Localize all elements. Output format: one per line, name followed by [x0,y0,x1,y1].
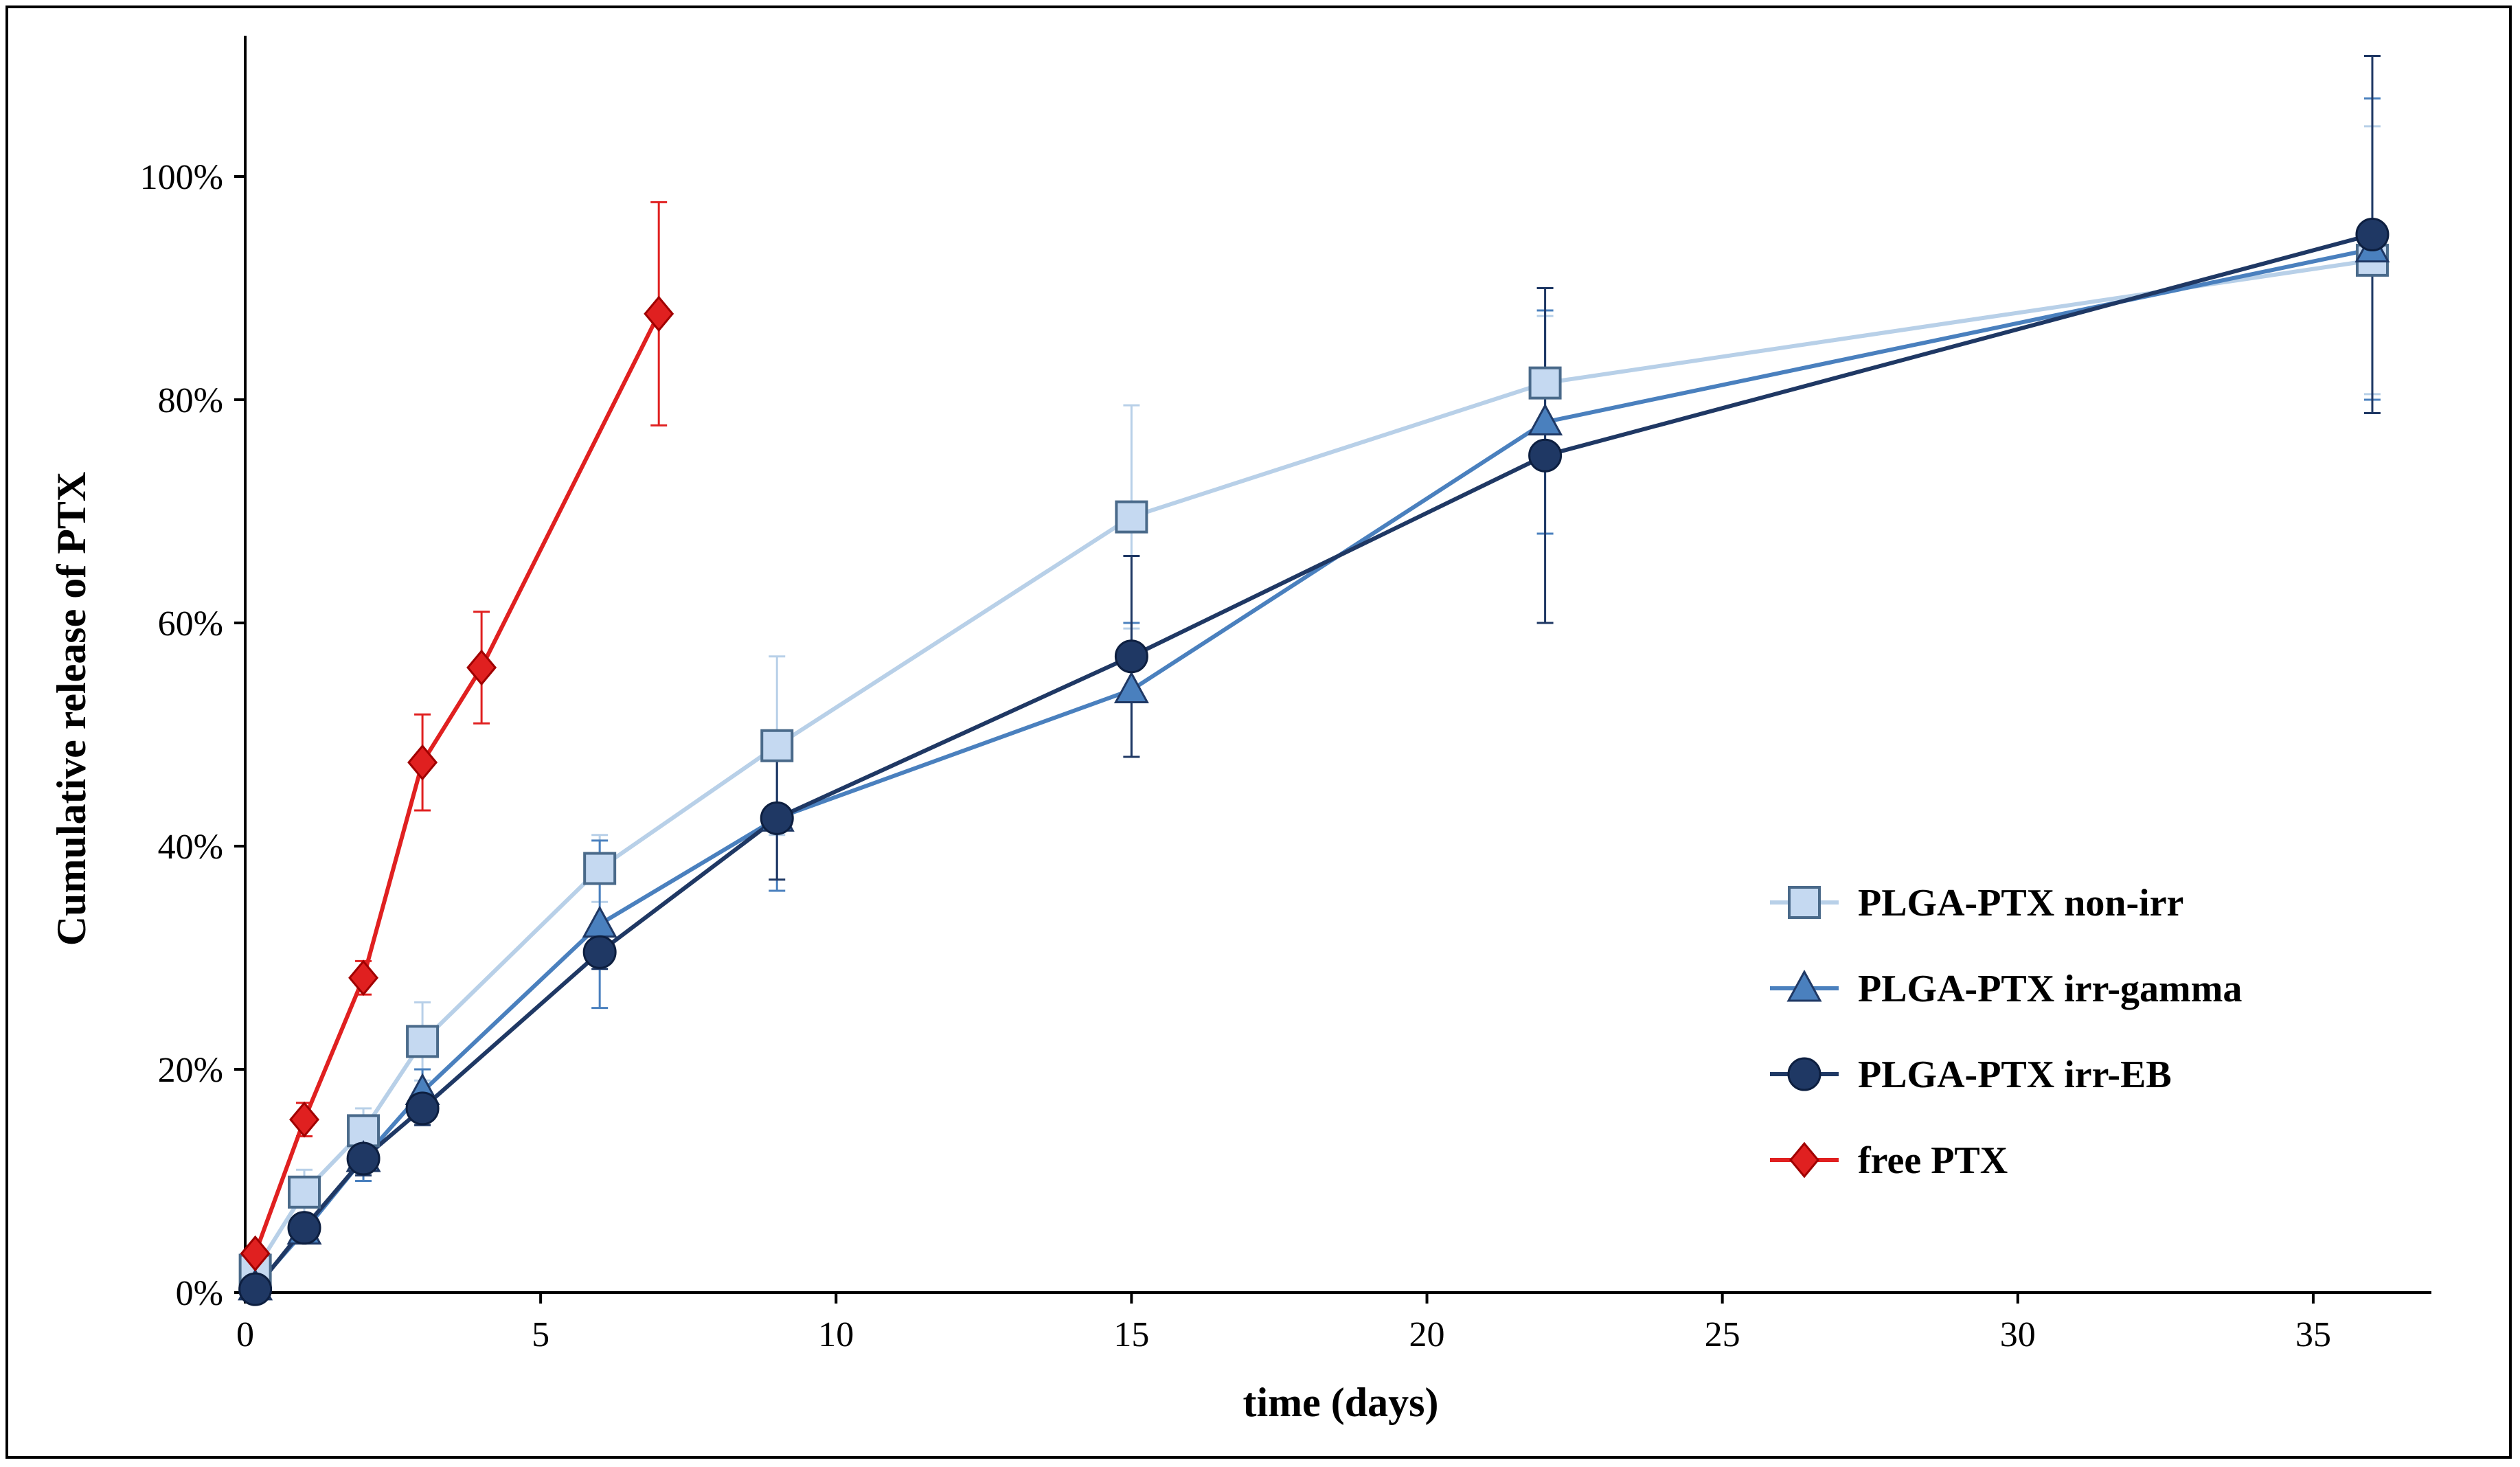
data-point-free-ptx [407,744,438,781]
y-tick-label: 60% [158,604,223,644]
legend-marker-free-ptx [1789,1141,1819,1179]
x-tick-label: 15 [1113,1315,1149,1354]
y-axis-ticks: 0% 20% 40% 60% 80% 100% [140,158,245,1313]
x-tick-label: 10 [818,1315,854,1354]
data-point-plga-ptx-irr-eb [2355,218,2390,251]
legend-label-plga-ptx-irr-gamma: PLGA-PTX irr-gamma [1858,968,2242,1010]
data-point-plga-ptx-irr-gamma [1528,403,1563,435]
data-point-plga-ptx-non-irr [583,852,617,885]
data-point-plga-ptx-irr-eb [238,1272,273,1306]
data-point-plga-ptx-irr-eb [760,801,794,835]
data-point-plga-ptx-non-irr [1528,366,1562,400]
data-point-plga-ptx-irr-gamma [582,905,617,938]
x-tick-label: 30 [2000,1315,2036,1354]
data-point-plga-ptx-irr-eb [287,1211,321,1245]
data-point-free-ptx [466,649,497,686]
data-point-plga-ptx-irr-eb [582,935,617,969]
y-tick-label: 20% [158,1051,223,1090]
y-tick-label: 100% [140,158,223,197]
legend-marker-plga-ptx-irr-eb [1787,1057,1821,1091]
x-axis-title: time (days) [1243,1380,1439,1425]
data-point-plga-ptx-non-irr [406,1025,440,1058]
data-point-free-ptx [644,295,674,332]
legend-marker-plga-ptx-irr-gamma [1786,969,1822,1002]
x-axis-ticks: 0 5 10 15 20 25 30 35 [236,1293,2331,1354]
series-markers [238,218,2390,1306]
y-tick-label: 80% [158,381,223,420]
series-line-plga-ptx-non-irr [253,258,2373,1272]
data-point-plga-ptx-irr-eb [1114,639,1148,674]
series-line-plga-ptx-irr-eb [253,232,2373,1290]
data-point-free-ptx [240,1235,271,1272]
data-point-plga-ptx-non-irr [760,729,794,762]
series-lines [253,232,2373,1290]
legend-marker-plga-ptx-non-irr [1788,886,1821,919]
data-point-plga-ptx-irr-gamma [1113,671,1149,703]
data-point-free-ptx [289,1101,319,1138]
x-tick-label: 20 [1409,1315,1445,1354]
y-tick-label: 0% [176,1274,223,1313]
data-point-free-ptx [348,959,379,997]
legend-label-plga-ptx-irr-eb: PLGA-PTX irr-EB [1858,1054,2172,1096]
x-tick-label: 25 [1705,1315,1740,1354]
data-point-plga-ptx-irr-eb [346,1141,381,1176]
series-line-plga-ptx-irr-gamma [253,247,2373,1288]
axes [244,36,2431,1294]
legend-label-free-ptx: free PTX [1858,1139,2008,1182]
legend-label-plga-ptx-non-irr: PLGA-PTX non-irr [1858,882,2183,924]
data-point-plga-ptx-irr-eb [405,1091,440,1126]
x-tick-label: 5 [532,1315,549,1354]
data-point-plga-ptx-non-irr [288,1175,321,1209]
x-tick-label: 35 [2295,1315,2331,1354]
figure-frame: 0 5 10 15 20 25 30 35 0% 20% 40% 60% 80% 100% time (… [5,5,2512,1459]
error-bars [247,55,2381,1294]
y-axis-title: Cumulative release of PTX [49,472,94,946]
x-tick-label: 0 [236,1315,254,1354]
data-point-plga-ptx-non-irr [1115,500,1148,534]
line-chart: 0 5 10 15 20 25 30 35 0% 20% 40% 60% 80% 100% time (… [49,36,2431,1425]
legend: PLGA-PTX non-irr PLGA-PTX irr-gamma PLGA-P… [1770,882,2242,1182]
series-line-free-ptx [253,312,661,1255]
data-point-plga-ptx-irr-eb [1528,438,1563,473]
y-tick-label: 40% [158,828,223,867]
